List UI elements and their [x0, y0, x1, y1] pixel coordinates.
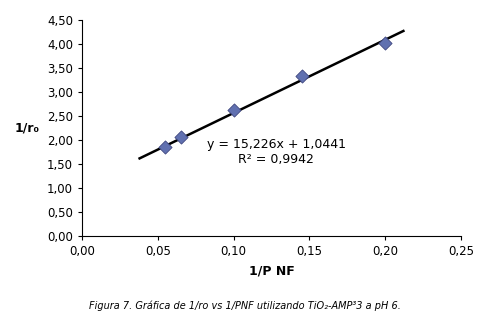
- Text: Figura 7. Gráfica de 1/ro vs 1/PNF utilizando TiO₂-AMP³3 a pH 6.: Figura 7. Gráfica de 1/ro vs 1/PNF utili…: [88, 300, 400, 311]
- Point: [297, 74, 305, 79]
- Y-axis label: 1/r₀: 1/r₀: [15, 122, 40, 135]
- Point: [229, 107, 237, 112]
- Text: y = 15,226x + 1,0441
R² = 0,9942: y = 15,226x + 1,0441 R² = 0,9942: [206, 138, 345, 166]
- X-axis label: 1/P NF: 1/P NF: [248, 264, 294, 277]
- Point: [381, 40, 388, 45]
- Point: [176, 134, 184, 139]
- Point: [161, 145, 169, 150]
